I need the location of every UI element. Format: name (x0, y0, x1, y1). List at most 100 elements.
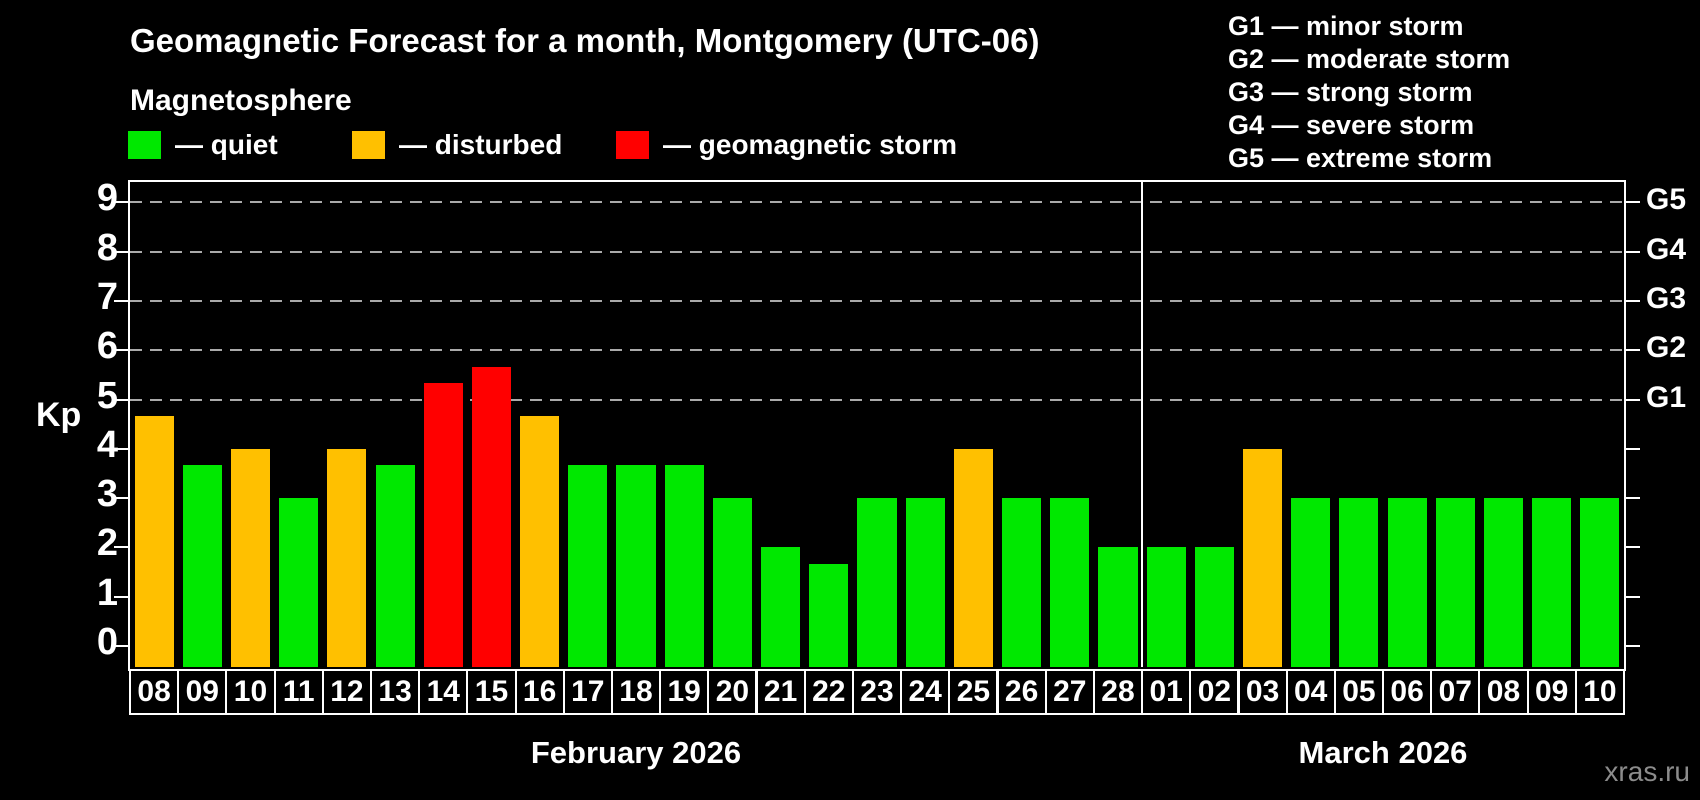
day-label: 02 (1189, 669, 1240, 715)
g-legend-line-g4: G4 — severe storm (1228, 110, 1475, 140)
y-axis-tick (114, 349, 128, 352)
kp-bar (423, 383, 463, 667)
y-tick-label: 9 (96, 177, 118, 220)
disturbed-color-swatch (352, 131, 385, 159)
kp-bar (857, 498, 897, 667)
kp-bar (1146, 547, 1186, 667)
y-axis-tick (114, 497, 128, 500)
day-label: 09 (1526, 669, 1577, 715)
day-label: 27 (1044, 669, 1095, 715)
y-axis-tick-right (1626, 595, 1640, 598)
day-label: 21 (755, 669, 806, 715)
y-axis-tick-right (1626, 349, 1640, 352)
day-label: 12 (321, 669, 372, 715)
day-label: 23 (851, 669, 903, 715)
y-axis-tick-right (1626, 250, 1640, 253)
y-axis-tick (114, 398, 128, 401)
gridline (130, 250, 1624, 253)
kp-bar (1291, 498, 1331, 667)
legend-item-storm: — geomagnetic storm (616, 129, 957, 161)
day-label: 04 (1285, 669, 1336, 715)
day-label: 13 (370, 669, 421, 715)
y-axis-tick-right (1626, 398, 1640, 401)
legend-item-quiet: — quiet (128, 129, 278, 161)
kp-bar (134, 415, 174, 667)
kp-bar (279, 498, 319, 667)
day-label: 06 (1382, 669, 1433, 715)
y-tick-label: 5 (96, 374, 118, 417)
chart-subtitle: Magnetosphere (130, 84, 352, 117)
day-label: 07 (1430, 669, 1481, 715)
day-label: 24 (900, 669, 951, 715)
y-tick-label: 8 (96, 226, 118, 269)
kp-bar (1483, 498, 1524, 667)
kp-bar (230, 448, 271, 667)
day-label: 19 (659, 669, 710, 715)
day-label: 10 (1574, 669, 1625, 715)
legend-item-disturbed: — disturbed (352, 129, 562, 161)
y-axis-tick (114, 201, 128, 204)
legend-label-storm: — geomagnetic storm (663, 129, 958, 160)
kp-bar (953, 448, 993, 667)
kp-bar (182, 465, 222, 667)
g-axis-label-g4: G4 (1646, 232, 1687, 266)
y-tick-label: 6 (96, 325, 118, 368)
kp-bar (664, 465, 704, 667)
watermark: xras.ru (1604, 756, 1690, 787)
day-label: 16 (514, 669, 565, 715)
gridline (130, 201, 1624, 204)
y-axis-tick-right (1626, 546, 1640, 549)
kp-bar (520, 415, 560, 667)
kp-bar (1194, 547, 1234, 667)
kp-bar (1002, 498, 1042, 667)
day-label: 22 (803, 669, 854, 715)
kp-bar (761, 547, 801, 667)
kp-bar (1387, 498, 1427, 667)
g-axis-label-g5: G5 (1646, 183, 1687, 217)
g-axis-label-g3: G3 (1646, 281, 1687, 315)
y-tick-label: 4 (96, 423, 118, 466)
y-axis-tick (114, 250, 128, 253)
y-axis-tick (114, 299, 128, 302)
g-legend-line-g2: G2 — moderate storm (1228, 44, 1511, 74)
day-label: 08 (1478, 669, 1529, 715)
y-axis-title: Kp (36, 396, 82, 434)
day-label: 05 (1333, 669, 1384, 715)
y-axis-tick (114, 546, 128, 549)
gridline (130, 398, 1624, 401)
kp-bar (905, 498, 945, 667)
g-scale-legend: G1 — minor storm G2 — moderate storm G3 … (1228, 10, 1510, 175)
y-tick-label: 2 (96, 522, 118, 565)
quiet-color-swatch (128, 131, 161, 159)
day-label: 01 (1141, 669, 1192, 715)
day-label: 09 (177, 669, 228, 715)
kp-bar (1243, 448, 1283, 667)
kp-bar (375, 465, 415, 667)
y-tick-label: 0 (96, 621, 118, 663)
day-label: 25 (948, 669, 999, 715)
day-label: 03 (1237, 669, 1288, 715)
y-axis-tick (114, 645, 128, 647)
y-axis-tick-right (1626, 497, 1640, 500)
kp-bar (568, 465, 608, 667)
y-axis-tick-right (1626, 299, 1640, 302)
month-label-february: February 2026 (530, 735, 742, 770)
day-label: 10 (225, 669, 276, 715)
month-label-march: March 2026 (1298, 735, 1468, 770)
day-label: 26 (996, 669, 1047, 715)
g-axis-label-g1: G1 (1646, 380, 1687, 414)
legend-label-disturbed: — disturbed (399, 129, 563, 160)
legend-label-quiet: — quiet (175, 129, 278, 160)
y-axis-tick (114, 447, 128, 450)
kp-bar (327, 448, 367, 667)
kp-bar (1580, 498, 1620, 667)
kp-bar (616, 465, 656, 667)
kp-bar (1098, 547, 1138, 667)
day-label: 18 (610, 669, 662, 715)
kp-bar (1339, 498, 1379, 667)
kp-bar (471, 366, 512, 667)
g-legend-line-g5: G5 — extreme storm (1228, 143, 1493, 173)
month-divider-line (1141, 182, 1144, 667)
kp-bar (1050, 498, 1090, 667)
